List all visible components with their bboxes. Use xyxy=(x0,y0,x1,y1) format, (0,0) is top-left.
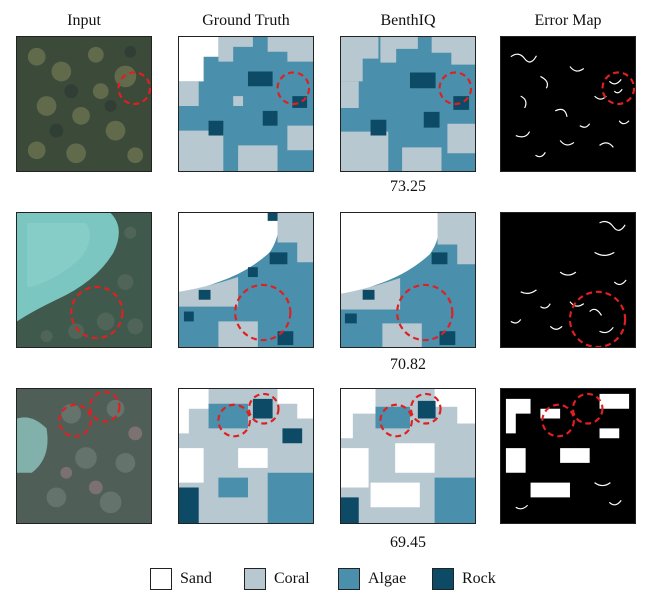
row1-benthiq-map xyxy=(340,36,476,172)
row1-score: 73.25 xyxy=(390,178,426,195)
row1-input-image xyxy=(16,36,152,172)
legend-label-algae: Algae xyxy=(368,570,407,587)
header-benthiq: BenthIQ xyxy=(380,12,436,29)
header-ground-truth: Ground Truth xyxy=(202,12,290,29)
legend-swatch-sand xyxy=(150,568,172,590)
header-input: Input xyxy=(67,12,101,29)
legend-label-sand: Sand xyxy=(180,570,212,587)
row2-input-image xyxy=(16,212,152,348)
legend-swatch-coral xyxy=(244,568,266,590)
legend-item-algae: Algae xyxy=(338,568,406,590)
row3-ground-truth-map xyxy=(178,388,314,524)
legend-swatch-rock xyxy=(432,568,454,590)
legend-item-coral: Coral xyxy=(244,568,310,590)
row2-score: 70.82 xyxy=(390,356,426,373)
row3-benthiq-map xyxy=(340,388,476,524)
legend-item-rock: Rock xyxy=(432,568,496,590)
row2-error-map xyxy=(500,212,636,348)
row3-score: 69.45 xyxy=(390,534,426,551)
legend: Sand Coral Algae Rock xyxy=(0,568,647,594)
row1-error-map xyxy=(500,36,636,172)
row2-benthiq-map xyxy=(340,212,476,348)
header-error-map: Error Map xyxy=(534,12,602,29)
legend-item-sand: Sand xyxy=(150,568,212,590)
row1-ground-truth-map xyxy=(178,36,314,172)
row3-input-image xyxy=(16,388,152,524)
row3-error-map xyxy=(500,388,636,524)
row2-ground-truth-map xyxy=(178,212,314,348)
legend-swatch-algae xyxy=(338,568,360,590)
legend-label-coral: Coral xyxy=(274,570,310,587)
legend-label-rock: Rock xyxy=(462,570,496,587)
